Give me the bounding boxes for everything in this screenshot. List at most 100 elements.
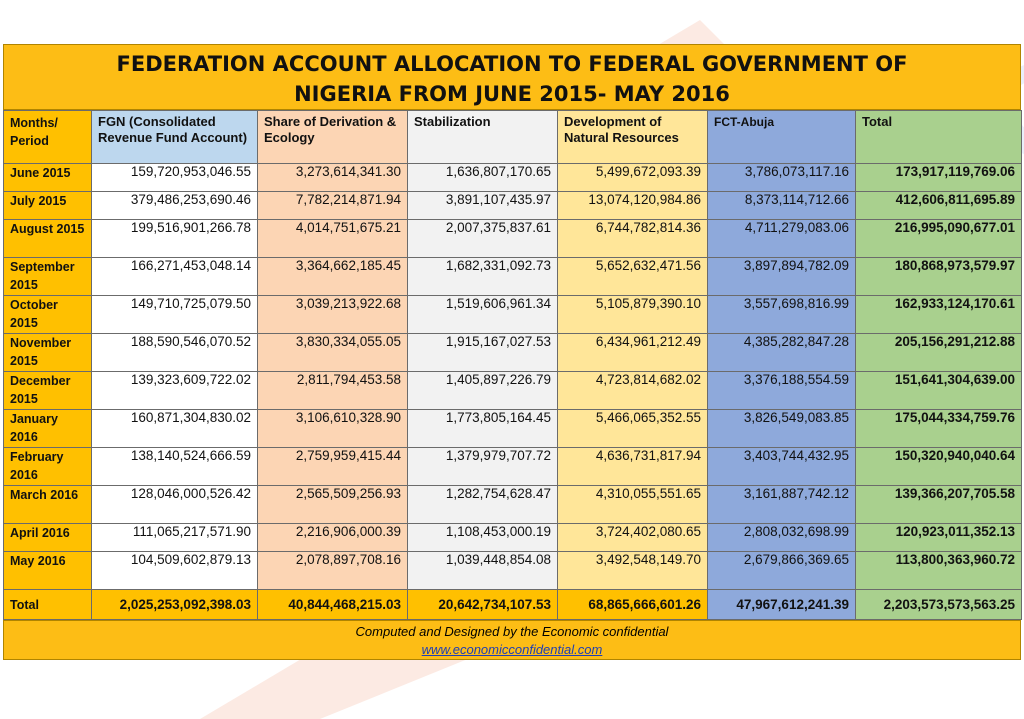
- value-cell: 3,826,549,083.85: [707, 409, 856, 448]
- value-cell: 379,486,253,690.46: [91, 191, 258, 220]
- header-fct: FCT-Abuja: [707, 110, 856, 164]
- header-fgn: FGN (Consolidated Revenue Fund Account): [91, 110, 258, 164]
- value-cell: 1,405,897,226.79: [407, 371, 558, 410]
- value-cell: 1,108,453,000.19: [407, 523, 558, 552]
- value-cell: 5,105,879,390.10: [557, 295, 708, 334]
- period-cell: October 2015: [3, 295, 92, 334]
- value-cell: 8,373,114,712.66: [707, 191, 856, 220]
- value-cell: 3,376,188,554.59: [707, 371, 856, 410]
- value-cell: 162,933,124,170.61: [855, 295, 1022, 334]
- value-cell: 40,844,468,215.03: [257, 589, 408, 620]
- title-line-1: FEDERATION ACCOUNT ALLOCATION TO FEDERAL…: [116, 52, 908, 76]
- value-cell: 1,636,807,170.65: [407, 163, 558, 192]
- value-cell: 68,865,666,601.26: [557, 589, 708, 620]
- value-cell: 160,871,304,830.02: [91, 409, 258, 448]
- value-cell: 4,385,282,847.28: [707, 333, 856, 372]
- value-cell: 166,271,453,048.14: [91, 257, 258, 296]
- footer-link[interactable]: www.economicconfidential.com: [421, 642, 603, 657]
- value-cell: 3,039,213,922.68: [257, 295, 408, 334]
- value-cell: 2,203,573,573,563.25: [855, 589, 1022, 620]
- value-cell: 7,782,214,871.94: [257, 191, 408, 220]
- value-cell: 1,039,448,854.08: [407, 551, 558, 590]
- period-cell: February 2016: [3, 447, 92, 486]
- period-cell: June 2015: [3, 163, 92, 192]
- period-cell: January 2016: [3, 409, 92, 448]
- table-row: August 2015 199,516,901,266.78 4,014,751,6…: [3, 219, 1022, 258]
- value-cell: 139,366,207,705.58: [855, 485, 1022, 524]
- value-cell: 4,014,751,675.21: [257, 219, 408, 258]
- value-cell: 113,800,363,960.72: [855, 551, 1022, 590]
- value-cell: 20,642,734,107.53: [407, 589, 558, 620]
- value-cell: 5,466,065,352.55: [557, 409, 708, 448]
- value-cell: 3,891,107,435.97: [407, 191, 558, 220]
- header-natural-resources: Development of Natural Resources: [557, 110, 708, 164]
- table-row: April 2016 111,065,217,571.90 2,216,906,00…: [3, 523, 1022, 552]
- table-row: July 2015 379,486,253,690.46 7,782,214,871…: [3, 191, 1022, 220]
- value-cell: 1,915,167,027.53: [407, 333, 558, 372]
- value-cell: 3,897,894,782.09: [707, 257, 856, 296]
- value-cell: 149,710,725,079.50: [91, 295, 258, 334]
- value-cell: 3,786,073,117.16: [707, 163, 856, 192]
- value-cell: 3,830,334,055.05: [257, 333, 408, 372]
- value-cell: 159,720,953,046.55: [91, 163, 258, 192]
- table-row: June 2015 159,720,953,046.55 3,273,614,341…: [3, 163, 1022, 192]
- period-cell: July 2015: [3, 191, 92, 220]
- table-row: May 2016 104,509,602,879.13 2,078,897,708.…: [3, 551, 1022, 590]
- period-cell: August 2015: [3, 219, 92, 258]
- value-cell: 6,744,782,814.36: [557, 219, 708, 258]
- table-row: February 2016 138,140,524,666.59 2,759,959…: [3, 447, 1022, 486]
- value-cell: 2,216,906,000.39: [257, 523, 408, 552]
- value-cell: 173,917,119,769.06: [855, 163, 1022, 192]
- value-cell: 1,773,805,164.45: [407, 409, 558, 448]
- value-cell: 2,007,375,837.61: [407, 219, 558, 258]
- value-cell: 180,868,973,579.97: [855, 257, 1022, 296]
- value-cell: 175,044,334,759.76: [855, 409, 1022, 448]
- value-cell: 2,565,509,256.93: [257, 485, 408, 524]
- value-cell: 4,310,055,551.65: [557, 485, 708, 524]
- value-cell: 3,403,744,432.95: [707, 447, 856, 486]
- allocation-sheet: FEDERATION ACCOUNT ALLOCATION TO FEDERAL…: [3, 44, 1022, 660]
- value-cell: 13,074,120,984.86: [557, 191, 708, 220]
- table-row: January 2016 160,871,304,830.02 3,106,610,…: [3, 409, 1022, 448]
- value-cell: 205,156,291,212.88: [855, 333, 1022, 372]
- period-cell: May 2016: [3, 551, 92, 590]
- value-cell: 5,652,632,471.56: [557, 257, 708, 296]
- value-cell: 1,519,606,961.34: [407, 295, 558, 334]
- value-cell: 5,499,672,093.39: [557, 163, 708, 192]
- table-row: October 2015 149,710,725,079.50 3,039,213,…: [3, 295, 1022, 334]
- value-cell: 128,046,000,526.42: [91, 485, 258, 524]
- value-cell: 188,590,546,070.52: [91, 333, 258, 372]
- value-cell: 2,679,866,369.65: [707, 551, 856, 590]
- value-cell: 2,811,794,453.58: [257, 371, 408, 410]
- value-cell: 3,161,887,742.12: [707, 485, 856, 524]
- table-row: September 2015 166,271,453,048.14 3,364,66…: [3, 257, 1022, 296]
- period-cell: April 2016: [3, 523, 92, 552]
- value-cell: 1,682,331,092.73: [407, 257, 558, 296]
- footer: Computed and Designed by the Economic co…: [3, 620, 1021, 660]
- value-cell: 1,282,754,628.47: [407, 485, 558, 524]
- header-period: Months/ Period: [3, 110, 92, 164]
- value-cell: 138,140,524,666.59: [91, 447, 258, 486]
- period-cell: September 2015: [3, 257, 92, 296]
- value-cell: 3,557,698,816.99: [707, 295, 856, 334]
- value-cell: 3,106,610,328.90: [257, 409, 408, 448]
- table-row: December 2015 139,323,609,722.02 2,811,794…: [3, 371, 1022, 410]
- table-row: March 2016 128,046,000,526.42 2,565,509,25…: [3, 485, 1022, 524]
- value-cell: 2,808,032,698.99: [707, 523, 856, 552]
- table-row: November 2015 188,590,546,070.52 3,830,334…: [3, 333, 1022, 372]
- value-cell: 47,967,612,241.39: [707, 589, 856, 620]
- value-cell: 4,723,814,682.02: [557, 371, 708, 410]
- page-title: FEDERATION ACCOUNT ALLOCATION TO FEDERAL…: [3, 44, 1021, 110]
- value-cell: 151,641,304,639.00: [855, 371, 1022, 410]
- value-cell: 6,434,961,212.49: [557, 333, 708, 372]
- value-cell: 412,606,811,695.89: [855, 191, 1022, 220]
- value-cell: 4,711,279,083.06: [707, 219, 856, 258]
- value-cell: 216,995,090,677.01: [855, 219, 1022, 258]
- allocation-table: Months/ Period FGN (Consolidated Revenue…: [3, 110, 1022, 620]
- value-cell: 3,492,548,149.70: [557, 551, 708, 590]
- period-cell: Total: [3, 589, 92, 620]
- value-cell: 150,320,940,040.64: [855, 447, 1022, 486]
- value-cell: 2,078,897,708.16: [257, 551, 408, 590]
- header-row: Months/ Period FGN (Consolidated Revenue…: [3, 110, 1022, 164]
- footer-credit: Computed and Designed by the Economic co…: [355, 624, 669, 639]
